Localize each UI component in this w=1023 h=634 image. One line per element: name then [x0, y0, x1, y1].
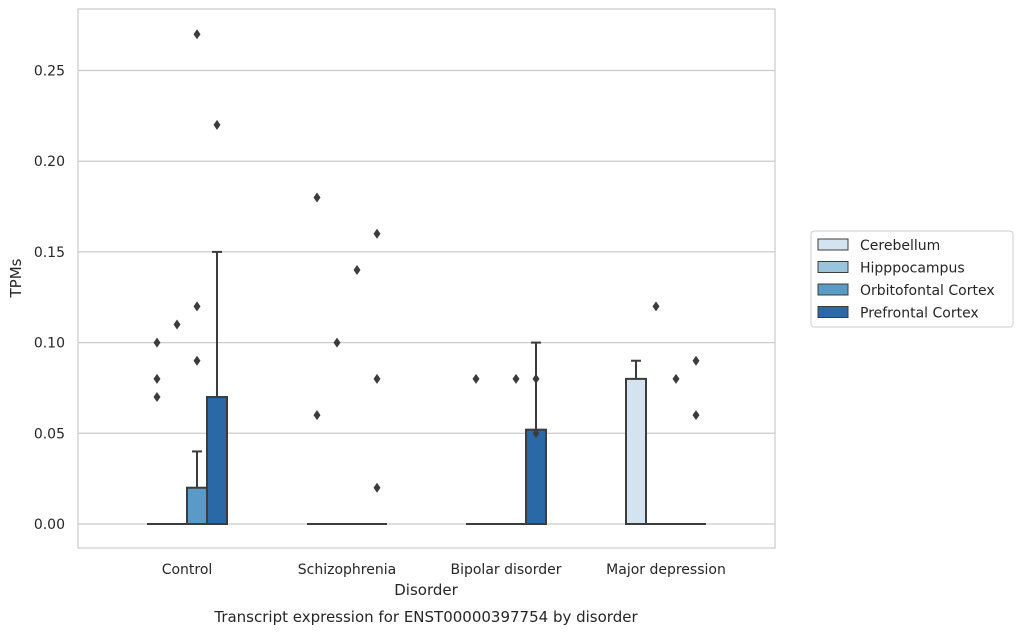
- y-axis-label: TPMs: [7, 258, 25, 298]
- outlier-point: [512, 373, 520, 384]
- legend-swatch: [817, 306, 849, 318]
- outlier-point: [652, 301, 660, 312]
- outlier-point: [193, 355, 201, 366]
- outlier-point: [472, 373, 480, 384]
- outlier-point: [353, 265, 361, 276]
- box-orbitofontal-cortex-0: [186, 450, 208, 525]
- y-tick-label: 0.20: [34, 154, 65, 170]
- legend-label: Hipppocampus: [860, 261, 965, 277]
- legend-frame: [810, 230, 1014, 328]
- outlier-point: [692, 355, 700, 366]
- y-tick-label: 0.10: [34, 336, 65, 352]
- outlier-point: [313, 410, 321, 421]
- y-tick-label: 0.15: [34, 245, 65, 261]
- plot-frame: [77, 8, 776, 549]
- outlier-point: [672, 373, 680, 384]
- outlier-point: [373, 228, 381, 239]
- box-cerebellum-3: [625, 359, 647, 525]
- box-prefrontal-cortex-0: [206, 250, 228, 525]
- legend-label: Cerebellum: [860, 238, 940, 254]
- x-axis-ticks: Control Schizophrenia Bipolar disorder Majo…: [162, 562, 726, 578]
- outlier-point: [373, 482, 381, 493]
- outlier-point: [532, 373, 540, 384]
- outlier-point: [692, 410, 700, 421]
- legend-swatch: [817, 283, 849, 296]
- legend-label: Orbitofontal Cortex: [860, 283, 995, 299]
- boxes: [147, 250, 706, 525]
- x-tick-label: Major depression: [606, 562, 726, 578]
- y-axis-ticks: 0.00 0.05 0.10 0.15 0.20 0.25: [34, 64, 65, 534]
- outlier-point: [532, 428, 540, 439]
- outlier-point: [313, 192, 321, 203]
- box-body: [186, 486, 208, 525]
- legend: Cerebellum Hipppocampus Orbitofontal Corte…: [810, 230, 1014, 328]
- outlier-point: [193, 29, 201, 40]
- box-body: [206, 396, 228, 525]
- outlier-point: [373, 373, 381, 384]
- box-body: [525, 428, 547, 525]
- legend-label: Prefrontal Cortex: [860, 306, 979, 322]
- outlier-point: [173, 319, 181, 330]
- outlier-point: [153, 392, 161, 403]
- x-tick-label: Control: [162, 562, 213, 578]
- outlier-point: [153, 373, 161, 384]
- x-tick-label: Bipolar disorder: [450, 562, 561, 578]
- y-tick-label: 0.25: [34, 64, 65, 80]
- gridlines: [78, 69, 775, 525]
- y-tick-label: 0.05: [34, 426, 65, 442]
- chart-caption: Transcript expression for ENST0000039775…: [213, 608, 638, 626]
- outlier-point: [333, 337, 341, 348]
- outlier-point: [193, 301, 201, 312]
- y-tick-label: 0.00: [34, 517, 65, 533]
- box-body: [625, 377, 647, 525]
- legend-swatch: [817, 261, 849, 273]
- outlier-point: [153, 337, 161, 348]
- x-tick-label: Schizophrenia: [298, 562, 396, 578]
- x-axis-label: Disorder: [394, 581, 458, 599]
- outlier-point: [213, 119, 221, 130]
- legend-swatch: [817, 238, 849, 251]
- outliers: [153, 29, 700, 493]
